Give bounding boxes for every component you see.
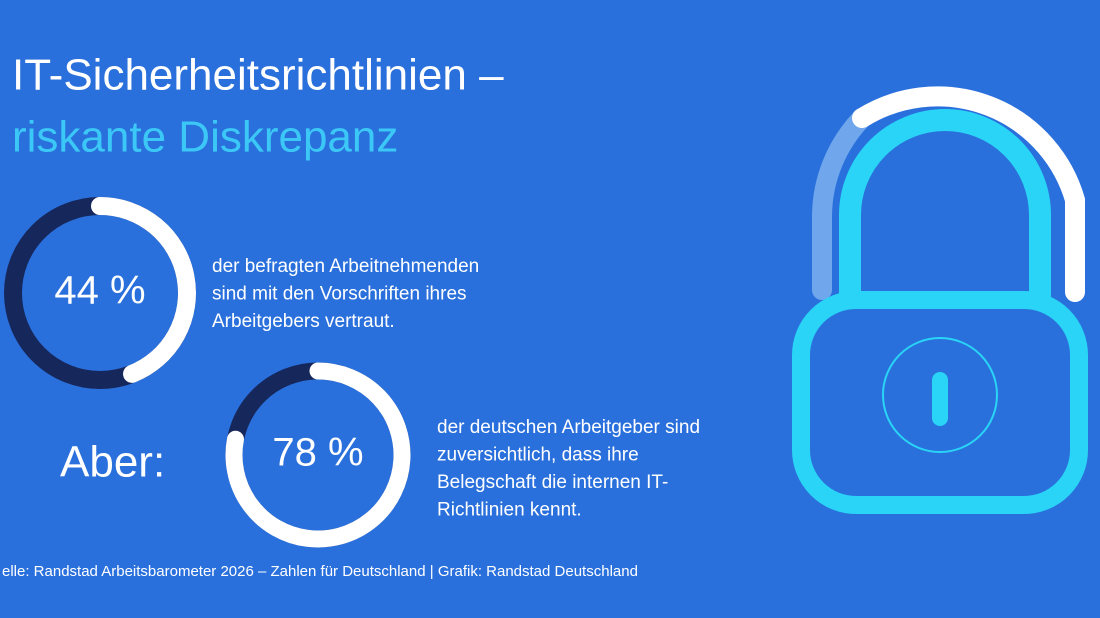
donut-arc	[91, 197, 196, 383]
annotation-line: Arbeitgebers vertraut.	[212, 311, 395, 332]
source: elle: Randstad Arbeitsbarometer 2026 – Z…	[2, 563, 638, 580]
donut-arc	[225, 362, 411, 548]
annotation-line: der befragten Arbeitnehmenden	[212, 256, 479, 277]
annotation-line: sind mit den Vorschriften ihres	[212, 284, 467, 305]
annotation-line: der deutschen Arbeitgeber sind	[437, 417, 700, 438]
prefix-label: Aber:	[60, 438, 165, 487]
value-label: 78 %	[272, 431, 363, 475]
annotation-line: Richtlinien kennt.	[437, 500, 582, 521]
title: IT-Sicherheitsrichtlinien –	[12, 51, 504, 100]
value-label: 44 %	[54, 269, 145, 313]
padlock-icon	[792, 86, 1088, 514]
annotation-line: zuversichtlich, dass ihre	[437, 445, 639, 466]
annotation-line: Belegschaft die internen IT-	[437, 472, 668, 493]
subtitle: riskante Diskrepanz	[12, 113, 398, 162]
